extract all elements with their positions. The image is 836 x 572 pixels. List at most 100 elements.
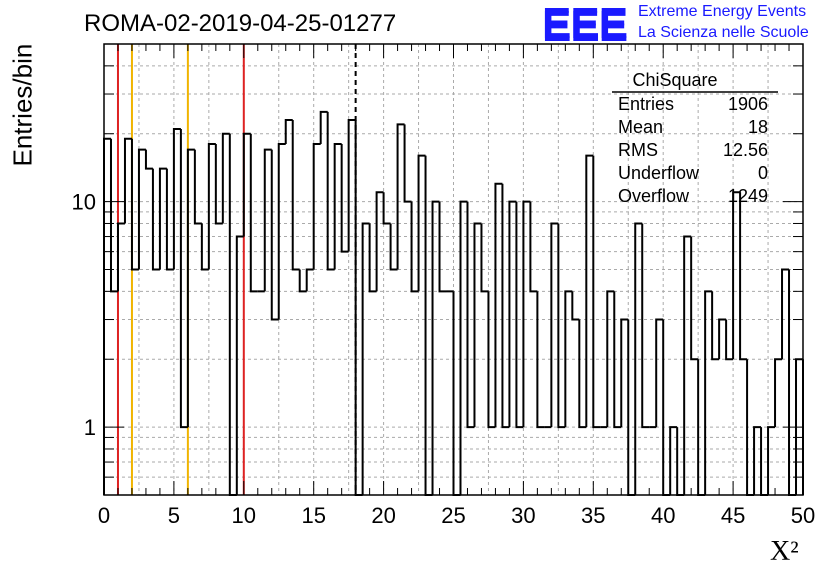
histogram-bin bbox=[788, 269, 797, 496]
stats-label: Underflow bbox=[618, 163, 700, 183]
histogram-bin bbox=[627, 319, 636, 496]
y-tick-label: 10 bbox=[72, 190, 96, 215]
histogram-bin bbox=[550, 222, 559, 428]
histogram-bin bbox=[718, 318, 727, 360]
histogram-bin bbox=[291, 120, 300, 271]
x-axis-ticks: 0 5 10 15 20 25 30 35 40 45 50 bbox=[98, 44, 815, 528]
logo-line-1: Extreme Energy Events bbox=[638, 3, 807, 20]
histogram-bin bbox=[333, 143, 342, 270]
stats-label: RMS bbox=[618, 140, 658, 160]
histogram-bin bbox=[305, 268, 314, 292]
histogram-bin bbox=[473, 222, 482, 428]
histogram-bin bbox=[641, 223, 650, 429]
histogram-bin bbox=[368, 223, 377, 293]
histogram-bin bbox=[655, 318, 664, 428]
histogram-bin bbox=[417, 154, 426, 292]
histogram-bin bbox=[536, 291, 545, 429]
stats-value: 1906 bbox=[728, 94, 768, 114]
histogram-bin bbox=[270, 149, 279, 321]
x-axis-label: Χ² bbox=[770, 536, 799, 567]
histogram-bin bbox=[480, 223, 489, 293]
x-tick-label: 45 bbox=[721, 503, 745, 528]
histogram-bin bbox=[774, 358, 783, 428]
histogram-bin bbox=[242, 132, 251, 237]
histogram-bin bbox=[452, 291, 461, 496]
histogram-bin bbox=[767, 426, 776, 495]
histogram-bin bbox=[214, 144, 223, 225]
histogram-bin bbox=[312, 143, 321, 270]
histogram-bin bbox=[606, 290, 615, 428]
histogram-bin bbox=[466, 201, 475, 429]
histogram-bin bbox=[431, 200, 440, 495]
stats-title: ChiSquare bbox=[632, 70, 717, 90]
histogram-bin bbox=[354, 120, 363, 496]
histogram-bin bbox=[438, 201, 447, 293]
stats-value: 1249 bbox=[728, 186, 768, 206]
x-tick-label: 50 bbox=[791, 503, 815, 528]
histogram-bin bbox=[389, 223, 398, 271]
histogram-bin bbox=[704, 290, 713, 495]
y-tick-label: 1 bbox=[84, 415, 96, 440]
x-tick-label: 40 bbox=[651, 503, 675, 528]
histogram-bin bbox=[340, 144, 349, 253]
histogram-bin bbox=[103, 137, 111, 495]
histogram-bin bbox=[165, 168, 174, 271]
x-tick-label: 20 bbox=[371, 503, 395, 528]
histogram-bin bbox=[382, 192, 391, 225]
histogram-bin bbox=[403, 124, 412, 203]
histogram-bin bbox=[228, 133, 237, 496]
histogram-bin bbox=[690, 236, 699, 361]
histogram-bin bbox=[585, 154, 594, 428]
histogram-bin bbox=[522, 200, 531, 428]
histogram-bin bbox=[298, 269, 307, 293]
histogram-bin bbox=[564, 290, 573, 428]
histogram-bin bbox=[683, 235, 692, 495]
histogram-bin bbox=[459, 200, 468, 495]
logo-line-2: La Scienza nelle Scuole bbox=[638, 24, 809, 41]
histogram-bin bbox=[739, 192, 748, 361]
histogram-bin bbox=[123, 137, 132, 224]
histogram-bin bbox=[508, 200, 517, 428]
histogram-bin bbox=[725, 319, 734, 361]
histogram-bin bbox=[207, 143, 216, 270]
histogram-bin bbox=[116, 222, 125, 292]
histogram-bin bbox=[235, 235, 244, 495]
stats-label: Entries bbox=[618, 94, 674, 114]
x-tick-label: 35 bbox=[581, 503, 605, 528]
histogram-bin bbox=[634, 222, 643, 495]
histogram-bin bbox=[557, 223, 566, 429]
histogram-bin bbox=[361, 222, 370, 495]
histogram-bin bbox=[410, 201, 419, 293]
stats-label: Overflow bbox=[618, 186, 690, 206]
histogram-bin bbox=[578, 319, 587, 429]
histogram-bin bbox=[137, 148, 146, 270]
x-tick-label: 25 bbox=[441, 503, 465, 528]
histogram-bin bbox=[151, 168, 160, 271]
stats-value: 0 bbox=[758, 163, 768, 183]
histogram-bin bbox=[158, 167, 167, 270]
histogram-bin bbox=[515, 201, 524, 429]
x-tick-label: 30 bbox=[511, 503, 535, 528]
histogram-bin bbox=[193, 149, 202, 225]
stats-value: 12.56 bbox=[723, 140, 768, 160]
stats-value: 18 bbox=[748, 117, 768, 137]
histogram-bin bbox=[487, 291, 496, 429]
histogram-bin bbox=[186, 148, 195, 428]
histogram-bin bbox=[319, 110, 328, 145]
histogram-bin bbox=[396, 123, 405, 270]
x-tick-label: 15 bbox=[301, 503, 325, 528]
histogram-bin bbox=[172, 127, 181, 270]
histogram-bin bbox=[592, 155, 601, 429]
histogram-bin bbox=[781, 268, 790, 360]
histogram-bin bbox=[221, 132, 230, 224]
histogram-bin bbox=[249, 133, 258, 293]
x-tick-label: 5 bbox=[168, 503, 180, 528]
eee-logo: EEE bbox=[542, 0, 628, 48]
stats-box: ChiSquare Entries 1906 Mean 18 RMS 12.56 Underf… bbox=[612, 70, 778, 206]
x-tick-label: 10 bbox=[232, 503, 256, 528]
histogram-bin bbox=[200, 223, 209, 271]
histogram-bin bbox=[326, 111, 335, 271]
histogram-bin bbox=[571, 291, 580, 321]
histogram-bin bbox=[501, 183, 510, 429]
